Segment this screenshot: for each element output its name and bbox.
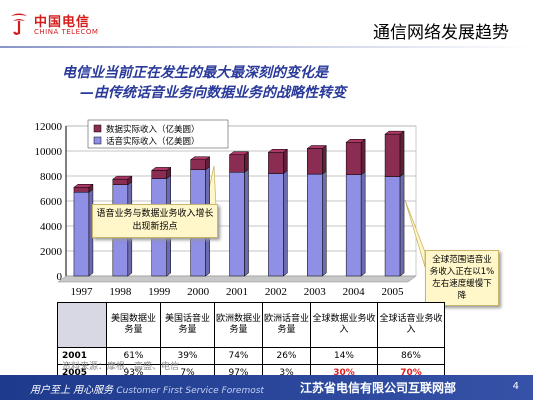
bar-data-side-2002	[283, 148, 288, 174]
table-header-cell: 美国数据业务量	[106, 302, 161, 348]
bar-voice-2004	[345, 174, 362, 277]
y-tick-label: 6000	[40, 196, 63, 208]
x-tick-label: 2000	[187, 286, 210, 298]
legend-label: 数据实际收入（亿美圆）	[106, 124, 200, 135]
bar-top-2005	[384, 130, 405, 135]
header: 中国电信 CHINA TELECOM 通信网络发展趋势	[0, 0, 533, 50]
x-tick-label: 2002	[265, 286, 287, 298]
y-tick-label: 10000	[35, 146, 63, 158]
bar-top-1997	[73, 184, 94, 188]
bar-data-2004	[345, 142, 362, 175]
bar-voice-1997	[73, 192, 90, 277]
bar-top-2002	[267, 149, 289, 153]
table-cell: 26%	[262, 347, 311, 365]
bar-top-2004	[345, 139, 366, 143]
logo-text-en: CHINA TELECOM	[34, 28, 99, 36]
bar-data-2002	[268, 152, 284, 174]
revenue-chart: 0 2000 4000 6000 8000 10000 12000 1997 1998 1999 2…	[35, 119, 426, 298]
bar-data-side-2005	[399, 130, 405, 178]
y-tick-label: 0	[57, 271, 63, 283]
bar-top-2003	[306, 145, 328, 149]
footer-bar: 用户至上 用心服务 Customer First Service Foremos…	[0, 375, 533, 400]
table-cell: 74%	[214, 347, 263, 365]
bar-data-2000	[190, 159, 206, 170]
table-header-cell: 全球数据业务收入	[310, 302, 378, 348]
bar-voice-2003	[307, 173, 323, 277]
y-tick-label: 4000	[40, 221, 63, 233]
comparison-table: 美国数据业务量 美国话音业务量 欧洲数据业务量 欧洲话音业务量 全球数据业务收入…	[57, 302, 445, 382]
page-title: 通信网络发展趋势	[373, 23, 509, 43]
chart-legend: 数据实际收入（亿美圆）话音实际收入（亿美圆）	[87, 119, 229, 149]
legend-box	[87, 119, 229, 149]
subtitle-line-1: 电信业当前正在发生的最大最深刻的变化是	[62, 65, 328, 81]
bar-top-2001	[228, 151, 250, 155]
company-name: 江苏省电信有限公司互联网部	[300, 381, 457, 395]
x-tick-label: 1997	[70, 286, 93, 298]
table-cell: 14%	[310, 347, 378, 365]
table-header-cell: 美国话音业务量	[160, 302, 215, 348]
table-header-row: 美国数据业务量 美国话音业务量 欧洲数据业务量 欧洲话音业务量 全球数据业务收入…	[57, 302, 445, 348]
bar-data-2001	[229, 154, 245, 173]
table-corner-cell	[57, 302, 107, 348]
x-tick-label: 2001	[226, 286, 248, 298]
bar-data-side-2004	[360, 138, 366, 176]
bar-voice-side-2004	[360, 171, 366, 277]
x-tick-label: 2003	[304, 286, 327, 298]
bar-voice-2005	[384, 176, 401, 277]
table-header-cell: 欧洲数据业务量	[214, 302, 263, 348]
logo-text-cn: 中国电信	[34, 15, 91, 30]
bar-voice-2002	[268, 173, 284, 277]
annotation-voice-decline: 全球范围语音业务收入正在以1%左右速度缓慢下降	[425, 250, 499, 306]
bar-voice-side-2005	[399, 173, 405, 277]
bar-top-2000	[189, 156, 211, 160]
source-note: 资料来源：摩根、高盛、电信	[62, 362, 180, 372]
table-header-cell: 欧洲话音业务量	[262, 302, 311, 348]
bar-data-1998	[112, 178, 129, 185]
x-tick-label: 2004	[343, 286, 366, 298]
x-tick-label: 1998	[109, 286, 132, 298]
bar-voice-2001	[229, 172, 245, 277]
bar-top-1999	[150, 167, 172, 171]
bar-voice-side-2003	[322, 170, 327, 277]
page-number: 4	[512, 381, 519, 392]
chart-floor	[57, 275, 417, 283]
bar-top-1998	[112, 175, 133, 180]
slogan-en: Customer First Service Foremost	[116, 386, 264, 396]
y-tick-label: 8000	[40, 171, 63, 183]
footer-slogan: 用户至上 用心服务 Customer First Service Foremos…	[30, 381, 264, 396]
bar-data-side-2001	[244, 151, 249, 173]
bar-voice-side-2002	[283, 170, 288, 277]
x-tick-label: 2005	[382, 286, 405, 298]
x-tick-label: 1999	[148, 286, 171, 298]
bar-data-1999	[151, 170, 167, 179]
y-tick-label: 12000	[35, 121, 63, 133]
annotation-inflection: 语音业务与数据业务收入增长出现新拐点	[92, 204, 218, 238]
slogan-cn: 用户至上 用心服务	[30, 385, 114, 396]
chart-bars	[73, 130, 405, 277]
title-divider	[0, 46, 533, 48]
china-telecom-logo: 中国电信 CHINA TELECOM	[8, 10, 128, 42]
bar-data-1997	[73, 187, 90, 193]
legend-swatch	[93, 124, 102, 133]
bar-data-2005	[384, 133, 401, 177]
table-cell: 86%	[377, 347, 445, 365]
subtitle-line-2: —由传统话音业务向数据业务的战略性转变	[80, 85, 346, 101]
legend-swatch	[93, 136, 102, 145]
legend-label: 话音实际收入（亿美圆）	[106, 136, 200, 147]
table-header-cell: 全球话音业务收入	[377, 302, 445, 348]
y-tick-label: 2000	[40, 246, 63, 258]
telecom-logo-icon	[11, 13, 27, 35]
bar-data-side-2003	[322, 145, 327, 175]
bar-data-2003	[307, 148, 323, 175]
bar-voice-side-2001	[244, 168, 249, 277]
